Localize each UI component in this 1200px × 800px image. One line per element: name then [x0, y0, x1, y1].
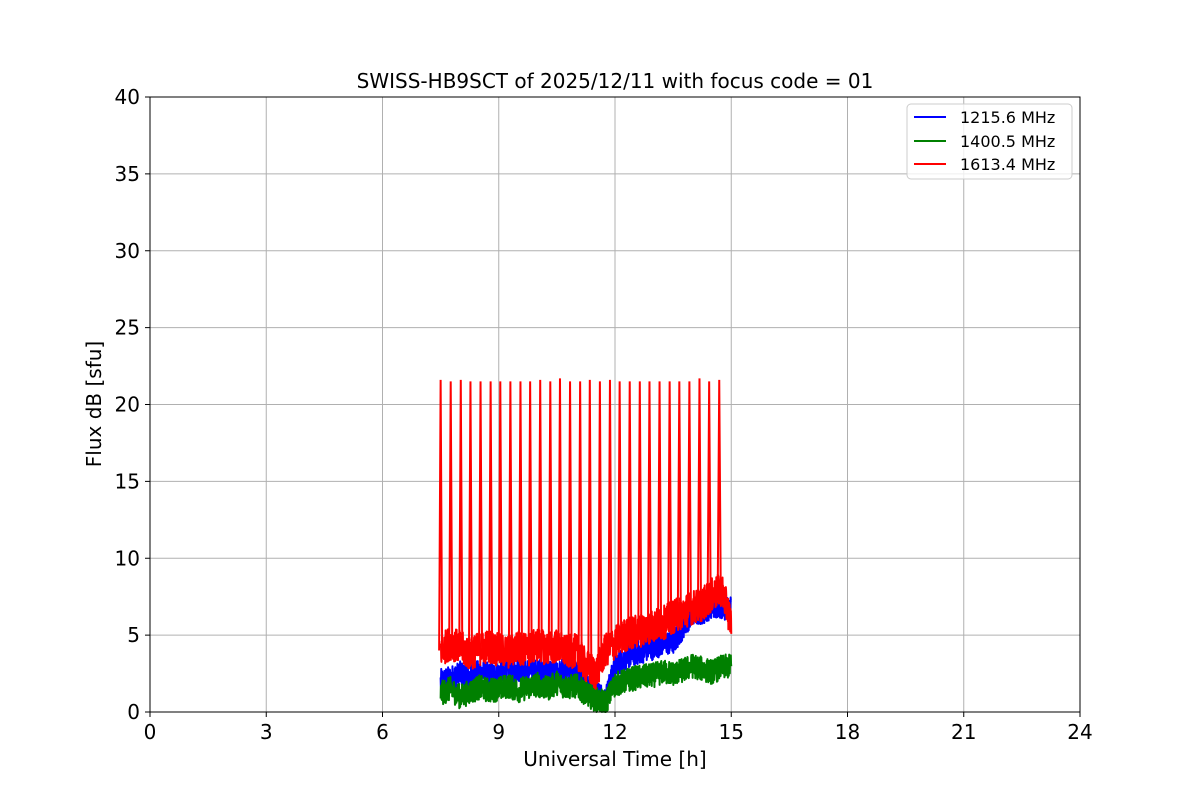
spike-mark: [517, 381, 523, 649]
spike-mark: [458, 379, 464, 648]
legend: 1215.6 MHz 1400.5 MHz 1613.4 MHz: [906, 103, 1073, 180]
x-tick-label: 6: [376, 720, 389, 744]
x-axis-label: Universal Time [h]: [523, 747, 706, 771]
x-tick-label: 24: [1067, 720, 1092, 744]
x-tick-label: 0: [144, 720, 157, 744]
x-tick-label: 18: [835, 720, 860, 744]
spike-mark: [627, 381, 633, 634]
y-tick-label: 35: [115, 162, 140, 186]
legend-label-1613: 1613.4 MHz: [960, 155, 1055, 174]
spike-mark: [597, 381, 603, 664]
spike-mark: [617, 381, 623, 640]
spike-mark: [667, 381, 673, 619]
spike-mark: [547, 381, 553, 648]
y-tick-label: 0: [127, 700, 140, 724]
spike-mark: [607, 379, 613, 647]
spike-mark: [646, 381, 652, 628]
spike-mark: [497, 381, 503, 651]
series-layer: [438, 378, 733, 713]
spike-mark: [686, 381, 692, 609]
x-tick-label: 21: [951, 720, 976, 744]
series-line-1: [439, 653, 733, 713]
spike-mark: [567, 381, 573, 652]
spike-mark: [478, 381, 484, 649]
spike-mark: [507, 381, 513, 652]
spike-mark: [676, 381, 682, 614]
y-tick-label: 10: [115, 546, 140, 570]
y-tick-label: 20: [115, 393, 140, 417]
spike-mark: [587, 379, 593, 669]
y-tick-label: 30: [115, 239, 140, 263]
y-tick-label: 5: [127, 623, 140, 647]
spike-mark: [716, 379, 722, 591]
y-axis-label: Flux dB [sfu]: [82, 341, 106, 467]
spike-mark: [527, 381, 533, 650]
chart-title: SWISS-HB9SCT of 2025/12/11 with focus co…: [357, 69, 874, 93]
spike-mark: [438, 379, 444, 651]
spike-mark: [557, 378, 563, 648]
x-tick-label: 3: [260, 720, 273, 744]
y-tick-label: 15: [115, 469, 140, 493]
spike-mark: [448, 381, 454, 644]
spike-mark: [577, 381, 583, 657]
x-tick-label: 15: [719, 720, 744, 744]
legend-box: [906, 103, 1073, 180]
legend-label-1400: 1400.5 MHz: [960, 132, 1055, 151]
spike-mark: [696, 378, 702, 606]
spike-mark: [467, 381, 473, 654]
y-tick-label: 25: [115, 316, 140, 340]
x-tick-label: 12: [602, 720, 627, 744]
legend-label-1215: 1215.6 MHz: [960, 108, 1055, 127]
spike-mark: [706, 381, 712, 598]
x-tick-label: 9: [492, 720, 505, 744]
y-tick-label: 40: [115, 85, 140, 109]
spike-mark: [637, 381, 643, 631]
x-axis-ticks: 0 3 6 9 12 15 18 21 24: [144, 712, 1093, 744]
spike-mark: [537, 379, 543, 646]
y-axis-ticks: 0 5 10 15 20 25 30 35 40: [115, 85, 150, 724]
spike-mark: [488, 381, 494, 647]
spike-mark: [657, 381, 663, 625]
